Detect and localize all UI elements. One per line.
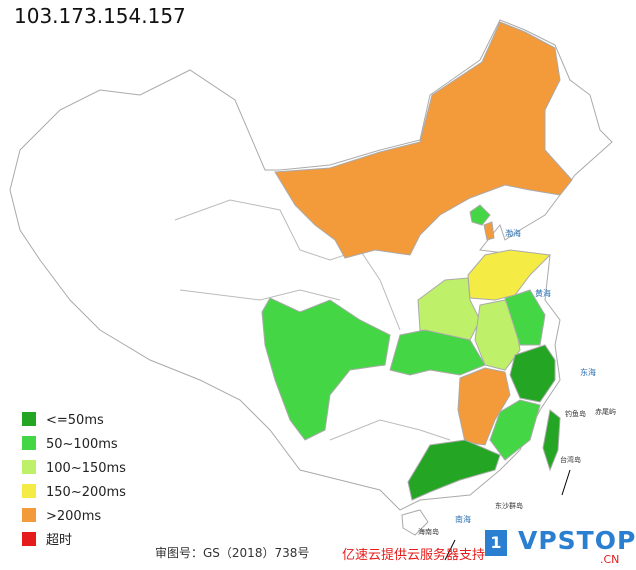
region-taiwan bbox=[542, 409, 561, 472]
province-borders bbox=[174, 199, 401, 331]
legend-label: <=50ms bbox=[46, 413, 104, 428]
legend-label: 超时 bbox=[46, 533, 72, 548]
region-jiangxi bbox=[457, 367, 511, 446]
map-label: 赤尾屿 bbox=[595, 407, 616, 416]
title: 103.173.154.157 bbox=[14, 4, 186, 28]
region-sichuan bbox=[261, 297, 391, 441]
legend-swatch bbox=[22, 484, 36, 498]
region-zhejiang bbox=[509, 344, 556, 403]
map-label: 东海 bbox=[580, 367, 596, 377]
border-dash bbox=[444, 539, 456, 561]
legend-label: 100~150ms bbox=[46, 461, 126, 476]
map-label: 南海 bbox=[455, 514, 471, 524]
sponsor-text: 亿速云提供云服务器支持 bbox=[342, 548, 486, 563]
legend-swatch bbox=[22, 508, 36, 522]
region-beijing bbox=[469, 204, 491, 226]
legend: <=50ms 50~100ms 100~150ms 150~200ms >200ms 超时 bbox=[22, 412, 126, 548]
map-label: 台湾岛 bbox=[560, 455, 581, 464]
region-jiangsu bbox=[504, 289, 546, 346]
province-borders bbox=[179, 289, 341, 301]
watermark-suffix: .CN bbox=[600, 553, 620, 566]
region-orange bbox=[274, 21, 573, 259]
region-fujian bbox=[489, 399, 541, 461]
region-tianjin bbox=[483, 221, 495, 241]
map-label: 黄海 bbox=[535, 288, 551, 298]
region-shandong bbox=[467, 249, 552, 301]
map-label: 海南岛 bbox=[418, 527, 439, 536]
legend-swatch bbox=[22, 436, 36, 450]
legend-label: >200ms bbox=[46, 509, 101, 524]
region-guangdong bbox=[407, 439, 501, 501]
legend-swatch bbox=[22, 460, 36, 474]
map-label: 钓鱼岛 bbox=[565, 409, 586, 418]
region-hubei bbox=[389, 329, 486, 376]
region-hainan bbox=[401, 509, 429, 536]
province-borders bbox=[329, 419, 451, 441]
legend-label: 50~100ms bbox=[46, 437, 118, 452]
approval-number: 审图号：GS（2018）738号 bbox=[155, 546, 310, 560]
legend-label: 150~200ms bbox=[46, 485, 126, 500]
watermark-brand: VPSTOP bbox=[518, 526, 636, 555]
watermark-badge: 1 bbox=[485, 530, 507, 556]
legend-swatch bbox=[22, 532, 36, 546]
map-label: 东沙群岛 bbox=[495, 501, 523, 510]
legend-swatch bbox=[22, 412, 36, 426]
map-label: 渤海 bbox=[505, 228, 521, 238]
border-dash bbox=[561, 469, 571, 496]
